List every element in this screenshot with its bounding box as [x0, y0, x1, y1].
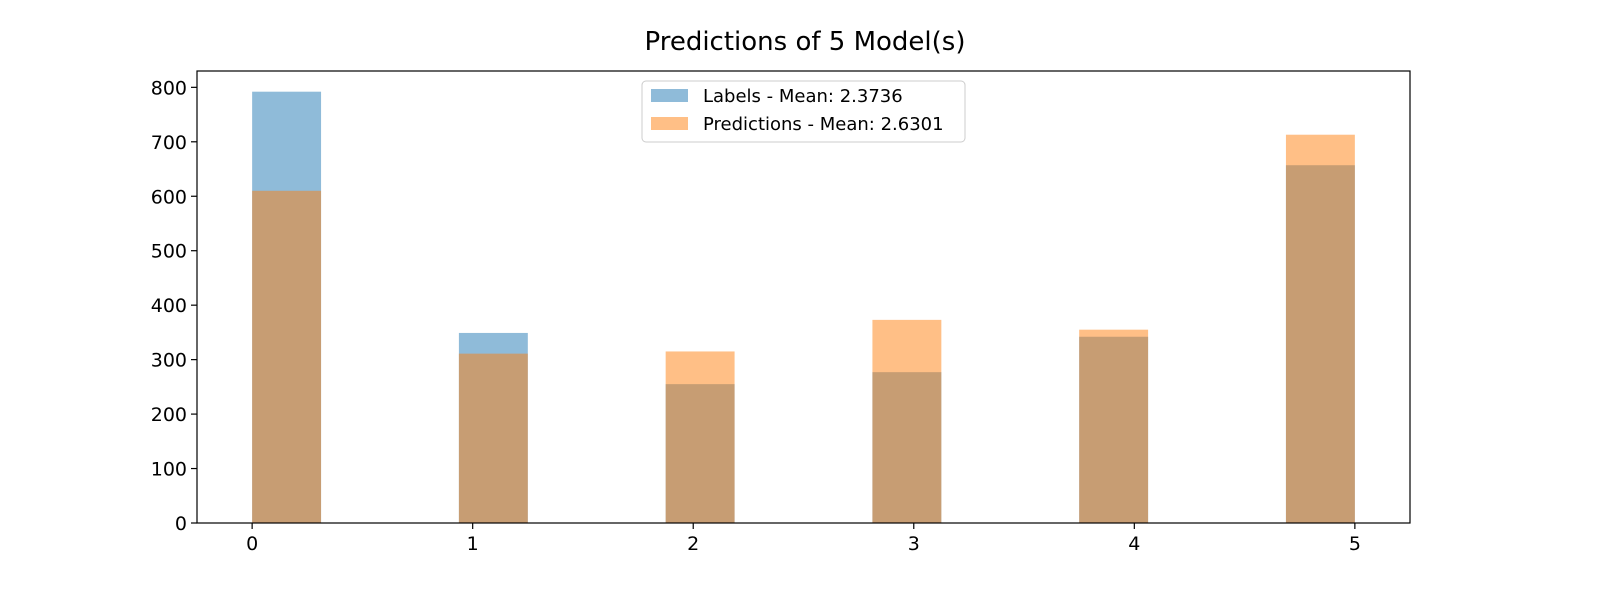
bar-series-1-bin-4 [1079, 329, 1149, 523]
x-tick-label: 2 [687, 533, 699, 555]
y-tick-label: 300 [151, 350, 187, 372]
x-tick-label: 1 [467, 533, 479, 555]
y-tick-label: 200 [151, 404, 187, 426]
legend-box [641, 80, 966, 143]
bar-series-1-bin-3 [872, 319, 942, 523]
y-tick-label: 400 [151, 295, 187, 317]
bar-series-1-bin-5 [1285, 134, 1355, 523]
y-tick-label: 600 [151, 186, 187, 208]
legend-swatch-0 [651, 89, 688, 102]
x-tick-label: 0 [246, 533, 258, 555]
y-tick-label: 100 [151, 459, 187, 481]
y-tick-label: 800 [151, 77, 187, 99]
plot-frame [196, 70, 1411, 524]
y-tick-label: 700 [151, 132, 187, 154]
y-tick-label: 500 [151, 241, 187, 263]
x-axis: 0 1 2 3 4 5 [246, 523, 1361, 555]
x-tick-label: 5 [1349, 533, 1361, 555]
legend-label-0: Labels - Mean: 2.3736 [703, 86, 903, 107]
bar-series-1-bin-1 [458, 353, 528, 523]
y-tick-label: 0 [175, 513, 187, 535]
bar-series-1-bin-0 [252, 190, 322, 523]
x-tick-label: 3 [908, 533, 920, 555]
bar-series-1-bin-2 [665, 351, 735, 523]
y-axis: 0 100 200 300 400 500 600 700 800 [151, 77, 197, 535]
chart-title: Predictions of 5 Model(s) [644, 27, 965, 57]
legend-swatch-1 [651, 117, 688, 130]
legend-label-1: Predictions - Mean: 2.6301 [703, 114, 944, 135]
legend: Labels - Mean: 2.3736 Predictions - Mean:… [641, 80, 966, 143]
bars-layer [252, 91, 1355, 524]
x-tick-label: 4 [1128, 533, 1140, 555]
